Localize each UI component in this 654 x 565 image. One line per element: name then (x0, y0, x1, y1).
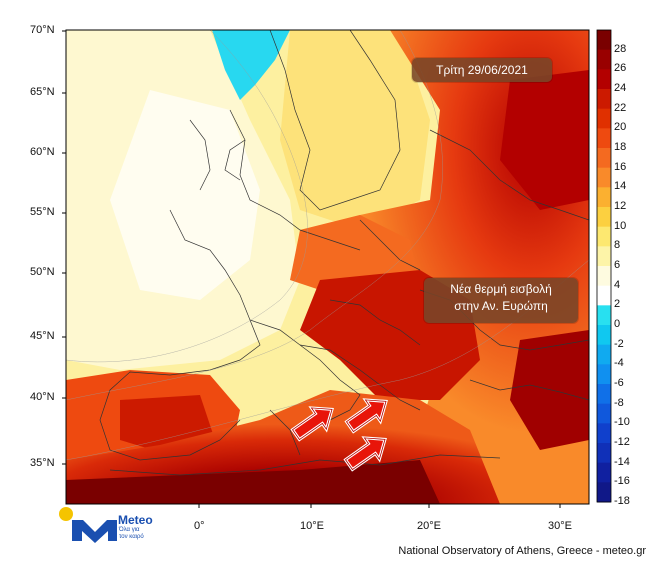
lat-label-65: 65°N (30, 86, 55, 98)
lon-label-20e: 20°E (417, 520, 441, 532)
lat-label-70: 70°N (30, 24, 55, 36)
logo-m-icon (72, 520, 117, 543)
lat-label-50: 50°N (30, 266, 55, 278)
colorbar-label: 22 (614, 101, 627, 114)
lat-label-45: 45°N (30, 330, 55, 342)
colorbar-swatch (597, 89, 611, 110)
annotation-line-2: στην Αν. Ευρώπη (454, 299, 548, 313)
colorbar-label: -2 (614, 337, 624, 350)
colorbar-label: 0 (614, 318, 621, 330)
colorbar-label: 20 (614, 121, 627, 134)
colorbar-swatch (597, 325, 611, 346)
lon-label-10e: 10°E (300, 520, 324, 532)
colorbar-label: 14 (614, 180, 627, 193)
colorbar-label: 12 (614, 200, 627, 212)
colorbar-label: -16 (614, 475, 630, 488)
colorbar-swatch (597, 403, 611, 424)
colorbar-label: -4 (614, 357, 624, 370)
colorbar-label: -10 (614, 416, 630, 429)
warm-arrows (290, 398, 388, 472)
colorbar-swatch (597, 246, 611, 267)
lon-label-30e: 30°E (548, 520, 572, 532)
lon-label-0: 0° (194, 520, 205, 532)
colorbar-swatch (597, 226, 611, 247)
lat-label-60: 60°N (30, 146, 55, 158)
logo-sun-icon (59, 507, 73, 521)
colorbar-label: -12 (614, 436, 630, 448)
arrow-3 (343, 436, 387, 472)
colorbar-swatch (597, 482, 611, 503)
colorbar-frame (596, 29, 612, 503)
axis-ticks (62, 30, 561, 508)
map-frame (65, 29, 590, 505)
meteo-logo (59, 507, 117, 543)
field-turkey-hot (510, 330, 589, 450)
colorbar-swatch (597, 207, 611, 228)
colorbar-swatch (597, 69, 611, 90)
colorbar-label: 18 (614, 141, 627, 153)
colorbar-swatch (597, 108, 611, 129)
colorbar-swatch (597, 49, 611, 70)
colorbar-swatch (597, 30, 611, 51)
colorbar-label: -18 (614, 495, 630, 507)
field-russia-hot (500, 70, 589, 210)
colorbar-label: -14 (614, 455, 630, 468)
colorbar-label: 4 (614, 278, 621, 291)
colorbar-swatch (597, 128, 611, 149)
heat-annotation: Νέα θερμή εισβολή στην Αν. Ευρώπη (424, 278, 578, 323)
colorbar-label: 10 (614, 219, 627, 232)
field-coolest-core (110, 90, 260, 300)
colorbar-swatch (597, 148, 611, 169)
map-field (66, 30, 589, 504)
colorbar-swatch (597, 344, 611, 365)
colorbar-label: 28 (614, 42, 627, 55)
colorbar-swatch (597, 364, 611, 385)
lat-label-40: 40°N (30, 391, 55, 403)
colorbar-swatch (597, 305, 611, 326)
colorbar-swatch (597, 462, 611, 483)
colorbar-label: 26 (614, 62, 627, 75)
colorbar (596, 29, 612, 503)
colorbar-swatch (597, 384, 611, 405)
logo-tagline-1: Όλα για (119, 527, 140, 533)
colorbar-swatch (597, 187, 611, 208)
arrow-2 (344, 398, 388, 434)
credit-text: National Observatory of Athens, Greece -… (398, 545, 646, 557)
colorbar-label: -6 (614, 377, 624, 389)
logo-tagline-2: τον καιρό (119, 534, 144, 540)
field-arctic-cold (212, 30, 290, 100)
colorbar-label: 16 (614, 160, 627, 173)
colorbar-swatch (597, 167, 611, 188)
colorbar-label: 6 (614, 259, 621, 271)
logo-name: Meteo (118, 513, 153, 527)
lat-label-35: 35°N (30, 457, 55, 469)
date-callout: Τρίτη 29/06/2021 (412, 58, 552, 82)
field-africa-core (66, 460, 440, 504)
colorbar-swatch (597, 266, 611, 287)
colorbar-label: 8 (614, 239, 621, 252)
lat-label-55: 55°N (30, 206, 55, 218)
colorbar-label: -8 (614, 396, 624, 409)
colorbar-label: 24 (614, 82, 627, 94)
annotation-line-1: Νέα θερμή εισβολή (450, 282, 552, 296)
colorbar-label: 2 (614, 298, 621, 311)
colorbar-swatch (597, 285, 611, 306)
field-scandinavia (280, 30, 430, 230)
colorbar-swatch (597, 443, 611, 464)
arrow-1 (290, 406, 334, 442)
colorbar-swatch (597, 423, 611, 444)
